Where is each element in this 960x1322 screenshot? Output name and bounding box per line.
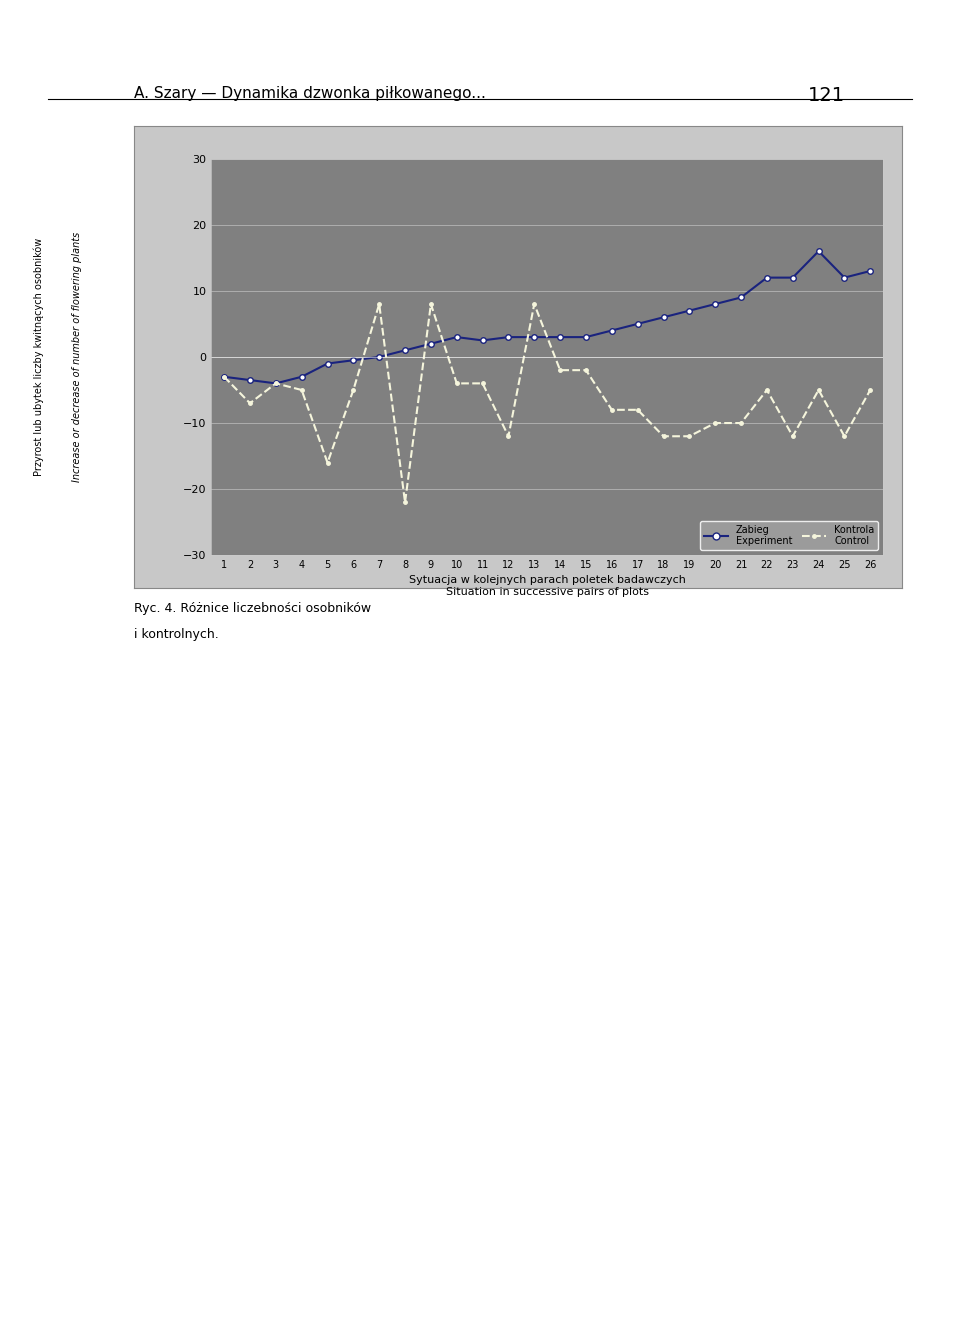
Zabieg
Experiment (658, 309, 669, 325)
Zabieg
Experiment (761, 270, 773, 286)
Kontrola
Control (244, 395, 255, 411)
Kontrola
Control (606, 402, 617, 418)
Text: 121: 121 (807, 86, 845, 104)
Zabieg
Experiment (580, 329, 591, 345)
Kontrola
Control (503, 428, 515, 444)
Zabieg
Experiment (684, 303, 695, 319)
Kontrola
Control (813, 382, 825, 398)
Text: Increase or decrease of number of flowering plants: Increase or decrease of number of flower… (72, 231, 82, 483)
Zabieg
Experiment (399, 342, 411, 358)
Kontrola
Control (296, 382, 307, 398)
Kontrola
Control (839, 428, 851, 444)
Zabieg
Experiment (503, 329, 515, 345)
Kontrola
Control (761, 382, 773, 398)
Kontrola
Control (865, 382, 876, 398)
Kontrola
Control (554, 362, 565, 378)
Line: Zabieg
Experiment: Zabieg Experiment (222, 249, 873, 386)
Zabieg
Experiment (270, 375, 281, 391)
Kontrola
Control (270, 375, 281, 391)
Kontrola
Control (322, 455, 333, 471)
Zabieg
Experiment (451, 329, 463, 345)
Kontrola
Control (529, 296, 540, 312)
Zabieg
Experiment (787, 270, 799, 286)
Kontrola
Control (684, 428, 695, 444)
Kontrola
Control (348, 382, 359, 398)
Zabieg
Experiment (477, 333, 489, 349)
Kontrola
Control (451, 375, 463, 391)
Text: i kontrolnych.: i kontrolnych. (134, 628, 219, 641)
Kontrola
Control (218, 369, 229, 385)
Zabieg
Experiment (735, 290, 747, 305)
Kontrola
Control (399, 494, 411, 510)
Zabieg
Experiment (322, 356, 333, 371)
Zabieg
Experiment (839, 270, 851, 286)
Kontrola
Control (787, 428, 799, 444)
Line: Kontrola
Control: Kontrola Control (221, 300, 874, 506)
Zabieg
Experiment (554, 329, 565, 345)
Text: Ryc. 4. Różnice liczebności osobników: Ryc. 4. Różnice liczebności osobników (134, 602, 375, 615)
Kontrola
Control (658, 428, 669, 444)
Zabieg
Experiment (529, 329, 540, 345)
Kontrola
Control (477, 375, 489, 391)
Zabieg
Experiment (606, 323, 617, 338)
Zabieg
Experiment (244, 373, 255, 389)
Kontrola
Control (373, 296, 385, 312)
Text: Sytuacja w kolejnych parach poletek badawczych
Situation in successive pairs of : Sytuacja w kolejnych parach poletek bada… (409, 575, 685, 596)
Legend: Zabieg
Experiment, Kontrola
Control: Zabieg Experiment, Kontrola Control (700, 521, 878, 550)
Zabieg
Experiment (373, 349, 385, 365)
Zabieg
Experiment (296, 369, 307, 385)
Zabieg
Experiment (865, 263, 876, 279)
Zabieg
Experiment (813, 243, 825, 259)
Kontrola
Control (735, 415, 747, 431)
Zabieg
Experiment (632, 316, 643, 332)
Text: A. Szary — Dynamika dzwonka piłkowanego...: A. Szary — Dynamika dzwonka piłkowanego.… (134, 86, 487, 100)
Kontrola
Control (580, 362, 591, 378)
Kontrola
Control (709, 415, 721, 431)
Zabieg
Experiment (709, 296, 721, 312)
Kontrola
Control (632, 402, 643, 418)
Zabieg
Experiment (425, 336, 437, 352)
Kontrola
Control (425, 296, 437, 312)
Zabieg
Experiment (348, 352, 359, 368)
Zabieg
Experiment (218, 369, 229, 385)
Text: Przyrost lub ubytek liczby kwitnących osobników: Przyrost lub ubytek liczby kwitnących os… (34, 238, 43, 476)
